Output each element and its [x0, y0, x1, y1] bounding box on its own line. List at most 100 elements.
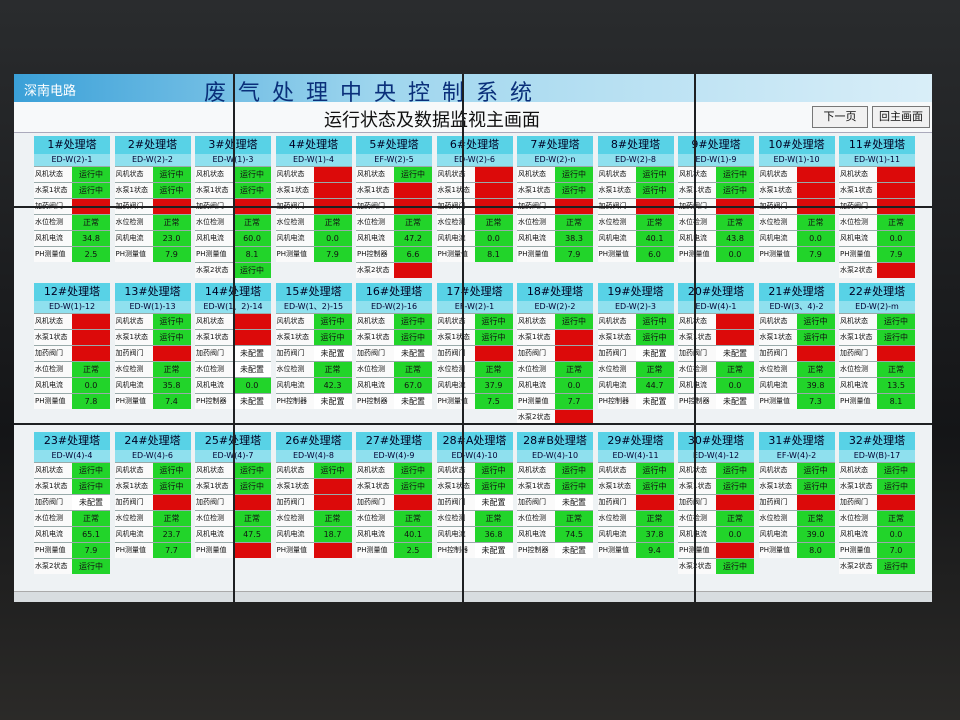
- row-label: 风机状态: [356, 167, 394, 182]
- status-row: 加药阀门 未配置: [597, 345, 674, 361]
- row-label: 水泵1状态: [597, 183, 636, 198]
- row-label: 水泵1状态: [678, 183, 716, 198]
- row-value: 0.0: [796, 231, 835, 246]
- row-value: 正常: [233, 215, 271, 230]
- status-row: 风机电流 0.0: [275, 230, 352, 246]
- row-value: 正常: [877, 215, 915, 230]
- row-value: 7.9: [152, 247, 191, 262]
- status-row: 水泵1状态: [436, 182, 513, 198]
- row-label: 水位检测: [758, 362, 797, 377]
- tower-code: EF-W(2)-5: [356, 154, 432, 166]
- tower-code: ED-W(2)-2: [114, 154, 191, 166]
- status-row: 风机电流 0.0: [517, 377, 593, 393]
- row-value: 36.8: [474, 527, 513, 542]
- row-label: 风机电流: [356, 378, 394, 393]
- row-label: PH控制器: [597, 394, 636, 409]
- status-row: 水位检测 正常: [275, 361, 352, 377]
- status-row: PH控制器未配置: [517, 542, 593, 558]
- row-label: 水位检测: [597, 511, 636, 526]
- row-label: 风机状态: [195, 314, 233, 329]
- row-label: 风机状态: [34, 167, 72, 182]
- status-row: 风机状态 运行中: [275, 462, 352, 478]
- status-row: PH控制器未配置: [275, 393, 352, 409]
- status-row: 风机状态 运行中: [114, 313, 191, 329]
- row-label: 风机电流: [758, 527, 797, 542]
- status-row: 风机状态 运行中: [597, 313, 674, 329]
- status-row: 风机状态 运行中: [839, 313, 915, 329]
- main-page-button[interactable]: 回主画面: [872, 106, 930, 128]
- status-row: PH测量值 7.8: [34, 393, 110, 409]
- next-page-button[interactable]: 下一页: [812, 106, 868, 128]
- row-value: 正常: [877, 511, 915, 526]
- row-label: 风机电流: [114, 378, 153, 393]
- status-row: 水泵1状态: [839, 182, 915, 198]
- row-label: 水位检测: [195, 362, 233, 377]
- status-row: 风机电流 34.8: [34, 230, 110, 246]
- status-row: 加药阀门 未配置: [356, 345, 432, 361]
- row-label: PH测量值: [34, 247, 72, 262]
- tower-code: ED-W(4)-6: [114, 450, 191, 462]
- row-value: 正常: [635, 511, 674, 526]
- row-label: 水泵1状态: [436, 183, 475, 198]
- row-value: [877, 183, 915, 198]
- row-value: [474, 167, 513, 182]
- row-value: 8.0: [796, 543, 835, 558]
- status-row: 风机电流 0.0: [195, 377, 271, 393]
- row-value: 运行中: [635, 330, 674, 345]
- row-label: PH测量值: [839, 543, 877, 558]
- row-value: 正常: [394, 511, 432, 526]
- status-row: 水泵1状态: [758, 182, 835, 198]
- status-row: 水位检测 正常: [436, 510, 513, 526]
- status-row: 风机电流 35.8: [114, 377, 191, 393]
- row-value: [72, 346, 110, 361]
- status-row: 风机电流 47.5: [195, 526, 271, 542]
- tower-code: ED-W(1、2)-15: [275, 301, 352, 313]
- row-value: 未配置: [394, 394, 432, 409]
- row-label: PH测量值: [436, 394, 475, 409]
- row-label: PH控制器: [195, 394, 233, 409]
- row-label: PH测量值: [34, 394, 72, 409]
- status-row: 水泵2状态: [356, 262, 432, 278]
- status-row: 风机电流 38.3: [517, 230, 593, 246]
- row-value: 正常: [313, 215, 352, 230]
- row-label: 风机状态: [517, 463, 555, 478]
- status-row: 水泵1状态运行中: [34, 182, 110, 198]
- status-row: 风机状态 运行中: [517, 166, 593, 182]
- row-value: 正常: [474, 511, 513, 526]
- row-value: [72, 330, 110, 345]
- status-row: 风机状态 运行中: [195, 462, 271, 478]
- status-row: 水位检测 正常: [114, 510, 191, 526]
- row-label: 风机状态: [758, 463, 797, 478]
- tower-panel: 9#处理塔ED-W(1)-9风机状态运行中水泵1状态运行中加药阀门水位检测正常风…: [678, 136, 754, 262]
- row-value: 60.0: [233, 231, 271, 246]
- row-label: 风机电流: [678, 378, 716, 393]
- row-value: 未配置: [72, 495, 110, 510]
- status-row: 风机电流 0.0: [839, 230, 915, 246]
- status-row: 风机电流 40.1: [356, 526, 432, 542]
- row-value: 0.0: [474, 231, 513, 246]
- status-row: 风机状态 运行中: [356, 166, 432, 182]
- status-row: 水位检测 正常: [758, 214, 835, 230]
- row-label: 水位检测: [275, 215, 314, 230]
- status-row: 加药阀门: [758, 345, 835, 361]
- row-value: 运行中: [313, 463, 352, 478]
- row-value: 运行中: [72, 479, 110, 494]
- row-value: 运行中: [72, 559, 110, 574]
- row-value: 运行中: [796, 314, 835, 329]
- row-label: 水泵1状态: [195, 183, 233, 198]
- row-label: 水泵1状态: [275, 183, 314, 198]
- row-label: 风机电流: [275, 378, 314, 393]
- status-row: 风机状态 运行中: [839, 462, 915, 478]
- row-label: PH测量值: [34, 543, 72, 558]
- status-row: 水位检测 正常: [356, 510, 432, 526]
- row-value: [716, 543, 754, 558]
- row-label: 风机状态: [597, 314, 636, 329]
- row-value: [555, 330, 593, 345]
- row-value: 运行中: [152, 463, 191, 478]
- row-value: 运行中: [394, 314, 432, 329]
- status-row: 加药阀门 未配置: [195, 345, 271, 361]
- row-value: [716, 330, 754, 345]
- row-value: [313, 167, 352, 182]
- row-label: 水位检测: [34, 362, 72, 377]
